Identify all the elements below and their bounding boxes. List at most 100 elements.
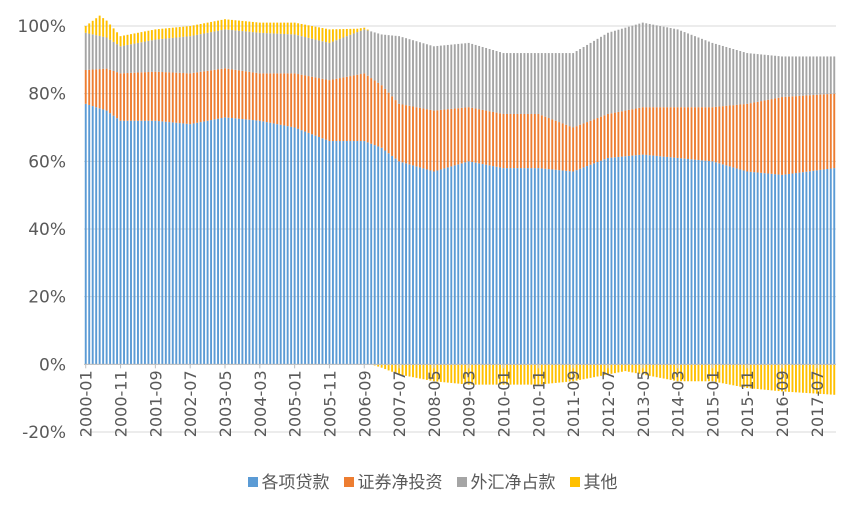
bar-segment [798, 95, 801, 173]
bar-segment [130, 34, 132, 45]
bar-segment [331, 41, 334, 80]
bar-segment [673, 157, 676, 365]
bar-segment [279, 124, 282, 365]
bar-segment [467, 161, 470, 365]
bar-segment [582, 364, 585, 380]
bar-segment [749, 171, 752, 365]
bar-segment [105, 37, 108, 69]
bar-segment [676, 29, 679, 108]
bar-segment [798, 56, 801, 96]
bar-segment [732, 105, 735, 168]
chart-legend: 各项贷款 证券净投资 外汇净占款 其他 [0, 468, 865, 493]
bar-segment [328, 42, 331, 81]
bar-segment [680, 364, 683, 382]
bar-segment [732, 167, 735, 365]
bar-segment [227, 29, 230, 69]
bar-segment [237, 118, 240, 365]
bar-segment [683, 158, 686, 365]
bar-segment [662, 364, 665, 379]
bar-segment [116, 118, 119, 365]
bar-segment [349, 28, 352, 35]
bar-segment [419, 107, 421, 168]
x-tick-label: 2012-07 [599, 370, 618, 437]
bar-segment [380, 147, 383, 365]
bar-segment [801, 95, 804, 173]
bar-segment [453, 165, 456, 365]
bar-segment [91, 20, 94, 35]
bar-segment [203, 71, 206, 122]
bar-segment [206, 32, 209, 71]
bar-segment [112, 41, 115, 71]
bar-segment [338, 78, 341, 142]
bar-segment [84, 103, 87, 365]
bar-segment [464, 43, 467, 108]
bar-segment [196, 24, 199, 35]
bar-segment [791, 364, 794, 393]
bar-segment [513, 364, 515, 385]
bar-segment [631, 109, 634, 156]
bar-segment [829, 56, 832, 94]
bar-segment [593, 40, 595, 120]
bar-segment [464, 364, 467, 385]
bar-segment [265, 22, 268, 34]
bar-segment [499, 52, 501, 114]
bar-segment [749, 103, 752, 172]
bar-segment [558, 364, 561, 383]
bar-segment [276, 33, 279, 74]
x-tick-label: 2013-05 [634, 370, 653, 437]
bar-segment [150, 71, 153, 121]
bar-segment [311, 38, 313, 77]
bar-segment [251, 120, 254, 365]
bar-segment [655, 25, 658, 108]
bar-segment [408, 39, 411, 106]
bar-segment [694, 36, 696, 108]
bar-segment [610, 113, 613, 158]
bar-segment [516, 113, 519, 169]
bar-segment [391, 155, 394, 365]
bar-segment [735, 104, 738, 169]
bar-segment [788, 56, 790, 97]
bar-segment [408, 364, 411, 377]
bar-segment [638, 364, 641, 374]
bar-segment [669, 107, 672, 158]
legend-label: 外汇净占款 [470, 473, 556, 493]
bar-segment [721, 45, 724, 107]
bar-segment [829, 168, 832, 365]
bar-segment [805, 364, 808, 393]
legend-item: 其他 [569, 468, 618, 493]
bar-segment [262, 121, 265, 365]
bar-segment [231, 30, 233, 70]
bar-segment [352, 33, 355, 76]
bar-segment [133, 43, 136, 73]
x-tick-label: 2002-07 [181, 370, 200, 437]
bar-segment [638, 154, 641, 365]
bar-segment [171, 72, 174, 123]
bar-segment [116, 72, 119, 119]
bar-segment [471, 162, 474, 365]
bar-segment [119, 46, 122, 74]
bar-segment [217, 30, 219, 70]
bar-segment [502, 364, 505, 385]
bar-segment [603, 159, 606, 365]
bar-segment [662, 156, 665, 365]
bar-segment [600, 160, 602, 365]
bar-segment [321, 41, 324, 79]
bar-segment [655, 107, 658, 156]
bar-segment [756, 54, 759, 102]
bar-segment [607, 364, 609, 375]
bar-segment [293, 73, 296, 128]
bar-segment [373, 32, 376, 81]
bar-segment [694, 159, 696, 365]
bar-segment [443, 364, 446, 383]
bar-segment [248, 71, 251, 120]
bar-segment [189, 26, 192, 37]
bar-segment [777, 174, 780, 365]
bar-segment [509, 53, 512, 114]
bar-segment [248, 31, 251, 72]
bar-segment [164, 121, 167, 365]
bar-segment [446, 109, 449, 168]
bar-segment [770, 173, 773, 365]
bar-segment [690, 364, 693, 382]
bar-segment [659, 26, 662, 108]
bar-segment [276, 73, 279, 125]
